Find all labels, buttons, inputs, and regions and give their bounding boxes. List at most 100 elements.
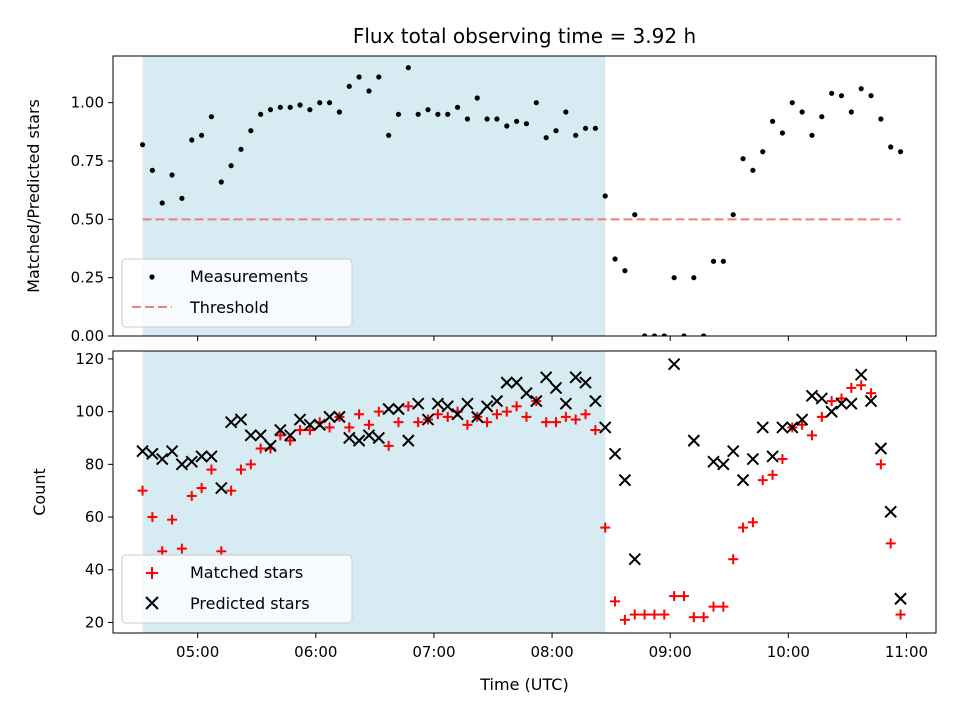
measurement-point: [189, 137, 195, 143]
matched-star-point: [846, 382, 857, 393]
predicted-star-point: [766, 450, 779, 463]
predicted-star-point: [461, 397, 474, 410]
matched-star-point: [501, 406, 512, 417]
matched-star-point: [777, 454, 788, 465]
measurement-point: [405, 65, 411, 71]
predicted-star-point: [894, 592, 907, 605]
predicted-star-point: [274, 423, 287, 437]
predicted-star-point: [845, 397, 858, 410]
measurement-point: [799, 109, 805, 115]
predicted-star-point: [510, 376, 523, 389]
matched-star-point: [186, 490, 197, 501]
matched-star-point: [255, 443, 266, 454]
predicted-star-point: [559, 397, 573, 410]
measurement-point: [671, 275, 677, 281]
matched-star-point: [137, 485, 148, 496]
measurement-point: [868, 93, 874, 99]
bottom-y-axis-label: Count: [30, 468, 49, 516]
matched-star-point: [688, 612, 699, 623]
matched-star-point: [866, 388, 877, 399]
measurement-point: [720, 258, 726, 264]
legend-measurements-label: Measurements: [190, 267, 308, 286]
matched-star-point: [570, 414, 581, 425]
legend-measurements-marker: [149, 274, 155, 280]
matched-star-point: [629, 609, 640, 620]
measurement-point: [386, 132, 392, 138]
measurement-point: [248, 128, 254, 134]
predicted-star-point: [431, 397, 445, 410]
y-tick-label: 1.00: [71, 94, 104, 112]
matched-star-point: [708, 601, 719, 612]
legend-predicted-label: Predicted stars: [190, 594, 310, 613]
x-tick-label: 08:00: [530, 643, 573, 661]
measurement-point: [494, 116, 500, 122]
y-tick-label: 20: [85, 613, 104, 631]
matched-star-point: [816, 411, 827, 422]
measurement-point: [612, 256, 618, 262]
measurement-point: [504, 123, 510, 129]
predicted-star-point: [687, 434, 701, 447]
predicted-star-point: [825, 405, 838, 418]
measurement-point: [730, 212, 736, 218]
measurement-point: [809, 132, 815, 138]
chart-title: Flux total observing time = 3.92 h: [353, 24, 696, 48]
predicted-star-point: [244, 429, 258, 442]
legend-matched-label: Matched stars: [190, 563, 303, 582]
measurement-point: [307, 107, 313, 113]
measurement-point: [897, 149, 904, 155]
measurement-point: [179, 195, 185, 201]
matched-star-point: [875, 459, 886, 470]
measurement-point: [366, 88, 372, 94]
measurement-point: [740, 156, 746, 162]
matched-star-point: [551, 417, 562, 428]
top-y-axis-label: Matched/Predicted stars: [24, 99, 43, 293]
predicted-star-point: [402, 434, 415, 447]
predicted-star-point: [756, 421, 769, 434]
predicted-star-point: [264, 439, 277, 453]
matched-star-point: [147, 512, 158, 523]
measurement-point: [208, 114, 215, 120]
predicted-star-point: [815, 392, 829, 405]
predicted-star-point: [411, 397, 425, 410]
y-tick-label: 80: [85, 455, 104, 473]
x-tick-label: 09:00: [649, 643, 692, 661]
matched-star-point: [767, 469, 778, 480]
matched-star-point: [383, 440, 394, 451]
measurement-point: [779, 130, 786, 136]
predicted-star-point: [530, 394, 543, 408]
measurement-point: [602, 193, 608, 199]
matched-star-point: [806, 430, 817, 441]
predicted-star-point: [372, 431, 386, 445]
predicted-star-point: [569, 371, 582, 384]
matched-star-point: [895, 609, 906, 620]
matched-star-point: [826, 396, 837, 407]
matched-star-point: [245, 459, 256, 470]
matched-star-point: [757, 475, 768, 486]
measurement-point: [789, 100, 795, 106]
measurement-point: [642, 333, 648, 336]
predicted-star-point: [156, 452, 169, 466]
predicted-star-point: [441, 400, 454, 413]
predicted-star-point: [599, 421, 612, 434]
matched-star-point: [560, 411, 571, 422]
matched-star-point: [285, 435, 296, 446]
measurement-point: [464, 116, 471, 122]
measurement-point: [317, 100, 323, 106]
predicted-star-point: [234, 413, 248, 426]
predicted-star-point: [707, 455, 720, 468]
measurement-point: [395, 111, 402, 117]
matched-star-point: [275, 430, 286, 441]
measurement-point: [287, 104, 293, 110]
matched-star-point: [413, 417, 424, 428]
legend-predicted-marker: [145, 596, 159, 610]
measurement-point: [415, 111, 421, 117]
predicted-star-point: [215, 481, 228, 495]
measurement-point: [326, 100, 333, 106]
predicted-star-point: [874, 442, 888, 455]
y-tick-label: 40: [85, 561, 104, 579]
predicted-star-point: [776, 421, 789, 434]
bottom-legend: Matched stars Predicted stars: [121, 554, 353, 624]
matched-star-point: [511, 401, 522, 412]
predicted-star-point: [490, 394, 504, 408]
predicted-star-point: [362, 429, 376, 442]
